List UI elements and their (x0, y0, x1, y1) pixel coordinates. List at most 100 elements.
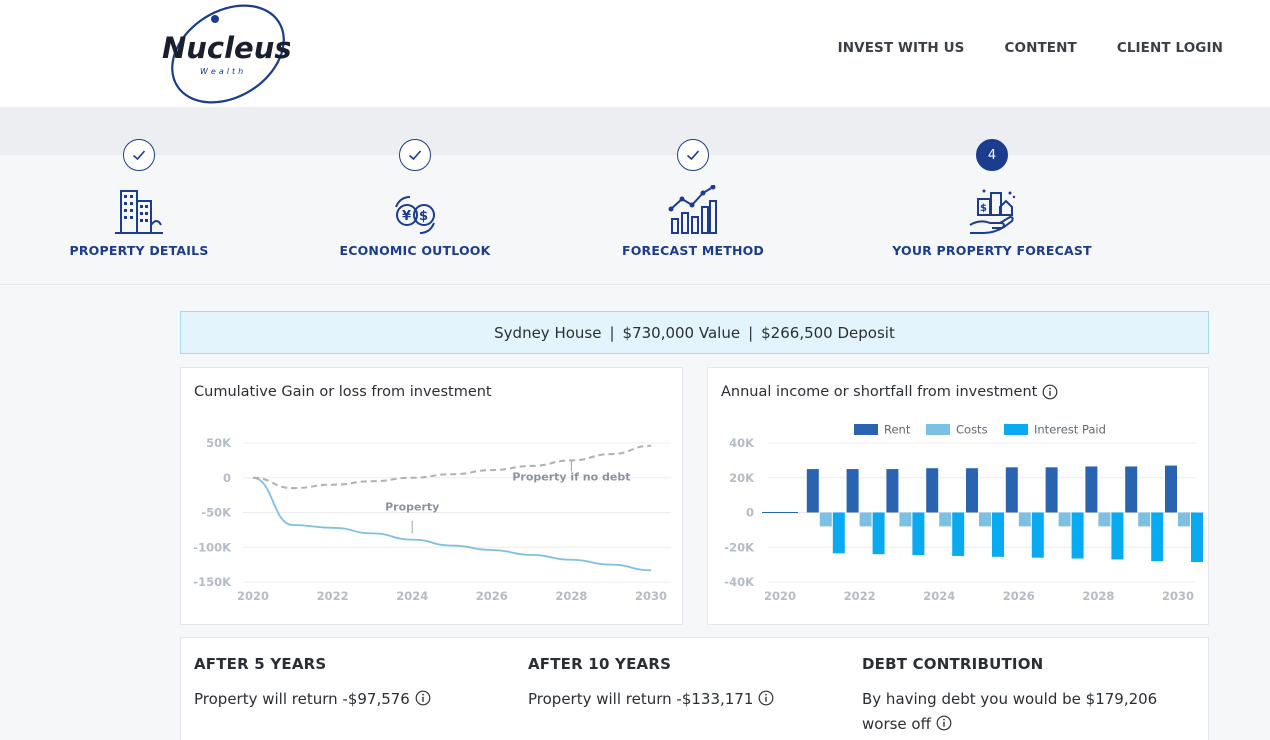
result-text-row: By having debt you would be $179,206 wor… (862, 687, 1172, 737)
result-heading: DEBT CONTRIBUTION (862, 655, 1044, 673)
bar-interest-paid (1191, 512, 1203, 563)
main-nav: INVEST WITH US CONTENT CLIENT LOGIN (838, 40, 1223, 56)
svg-text:¥: ¥ (402, 209, 411, 224)
step-label: ECONOMIC OUTLOOK (339, 243, 491, 258)
x-tick-label: 2022 (317, 589, 349, 603)
result-text: Property will return -$133,171 (528, 690, 754, 708)
result-after-10-years: AFTER 10 YEARS Property will return -$13… (528, 655, 838, 712)
x-tick-label: 2024 (923, 589, 955, 603)
no-debt-series-line (252, 444, 652, 490)
result-heading: AFTER 10 YEARS (528, 655, 672, 673)
result-text: Property will return -$97,576 (194, 690, 410, 708)
nucleus-wealth-logo[interactable]: Nucleus Wealth (160, 4, 290, 104)
header: Nucleus Wealth INVEST WITH US CONTENT CL… (0, 0, 1270, 107)
x-tick-label: 2022 (844, 589, 876, 603)
chart-title: Annual income or shortfall from investme… (721, 384, 1038, 400)
bar-interest-paid (1031, 512, 1044, 558)
bar-interest-paid (992, 512, 1004, 557)
info-icon[interactable] (758, 690, 774, 706)
x-tick-label: 2028 (1082, 589, 1114, 603)
bar-rent (886, 469, 899, 513)
legend-swatch (926, 424, 950, 435)
summary-separator: | (748, 323, 754, 342)
bar-rent (806, 469, 819, 513)
info-icon[interactable] (1042, 384, 1058, 400)
result-text-row: Property will return -$97,576 (194, 687, 504, 712)
result-text: By having debt you would be $179,206 wor… (862, 690, 1158, 733)
bar-interest-paid (952, 512, 965, 556)
bar-interest-paid (1071, 512, 1084, 559)
bar-interest-paid (872, 512, 885, 555)
bar-interest-paid (832, 512, 845, 554)
legend-swatch (1004, 424, 1028, 435)
nav-content[interactable]: CONTENT (1004, 40, 1077, 56)
bar-costs (1178, 512, 1190, 527)
bar-costs (1018, 512, 1031, 527)
y-tick-label: 40K (729, 436, 755, 450)
check-icon (399, 139, 431, 171)
property-summary-bar: Sydney House | $730,000 Value | $266,500… (180, 311, 1209, 354)
legend-label: Costs (956, 423, 988, 437)
result-after-5-years: AFTER 5 YEARS Property will return -$97,… (194, 655, 504, 712)
annual-chart-card: Annual income or shortfall from investme… (707, 367, 1209, 625)
bar-costs (1138, 512, 1151, 527)
bar-rent (1005, 467, 1018, 513)
svg-text:Wealth: Wealth (200, 67, 246, 76)
y-tick-label: 0 (223, 471, 231, 485)
step-number-badge: 4 (976, 139, 1008, 171)
svg-text:$: $ (419, 209, 428, 224)
property-series-line (252, 476, 652, 572)
info-icon[interactable] (415, 690, 431, 706)
bar-costs (899, 512, 912, 527)
svg-text:Nucleus: Nucleus (162, 31, 290, 65)
bar-costs (819, 512, 832, 527)
step-label: YOUR PROPERTY FORECAST (892, 243, 1092, 258)
summary-separator: | (609, 323, 615, 342)
x-tick-label: 2026 (476, 589, 508, 603)
x-tick-label: 2020 (764, 589, 796, 603)
y-tick-label: 20K (729, 471, 755, 485)
bar-rent (846, 469, 859, 513)
money-hand-house-icon: $ (969, 189, 1016, 234)
summary-property: Sydney House (494, 323, 602, 342)
bar-costs (859, 512, 872, 527)
y-tick-label: 50K (206, 436, 232, 450)
summary-value: $730,000 Value (622, 323, 741, 342)
step-label: PROPERTY DETAILS (69, 243, 209, 258)
bar-costs (979, 512, 991, 527)
nav-invest-with-us[interactable]: INVEST WITH US (837, 40, 965, 56)
bar-costs (939, 512, 952, 527)
svg-text:$: $ (980, 203, 987, 214)
buildings-icon (115, 190, 163, 234)
step-forecast-method[interactable]: FORECAST METHOD (573, 139, 813, 258)
x-tick-label: 2028 (555, 589, 587, 603)
bar-costs (1058, 512, 1071, 527)
check-icon (123, 139, 155, 171)
bar-rent (926, 468, 939, 513)
y-tick-label: -40K (724, 575, 755, 589)
bar-interest-paid (1151, 512, 1164, 562)
step-property-details[interactable]: PROPERTY DETAILS (19, 139, 259, 258)
currency-exchange-icon: ¥ $ (395, 196, 435, 234)
y-tick-label: -100K (193, 540, 232, 554)
bar-rent (1045, 467, 1058, 513)
bar-rent (966, 468, 978, 513)
info-icon[interactable] (936, 715, 952, 731)
nav-client-login[interactable]: CLIENT LOGIN (1116, 40, 1223, 56)
bar-rent (1165, 465, 1177, 513)
step-economic-outlook[interactable]: ¥ $ ECONOMIC OUTLOOK (295, 139, 535, 258)
x-tick-label: 2030 (1162, 589, 1194, 603)
summary-deposit: $266,500 Deposit (761, 323, 895, 342)
series-annotation-label: Property if no debt (512, 470, 630, 483)
step-your-property-forecast[interactable]: 4 $ YOUR PROPERTY FORECAST (872, 139, 1112, 258)
header-divider-band (0, 107, 1270, 155)
x-tick-label: 2030 (635, 589, 667, 603)
annual-bar-chart: 40K 20K 0 -20K -40K 2020 2022 2024 2026 2028 2030 R… (724, 423, 1203, 603)
x-tick-label: 2024 (396, 589, 428, 603)
result-debt-contribution: DEBT CONTRIBUTION By having debt you wou… (862, 655, 1172, 737)
bar-rent (1125, 466, 1138, 513)
check-icon (677, 139, 709, 171)
bar-rent (1085, 466, 1098, 513)
bar-interest-paid (912, 512, 925, 556)
y-tick-label: -50K (201, 506, 232, 520)
